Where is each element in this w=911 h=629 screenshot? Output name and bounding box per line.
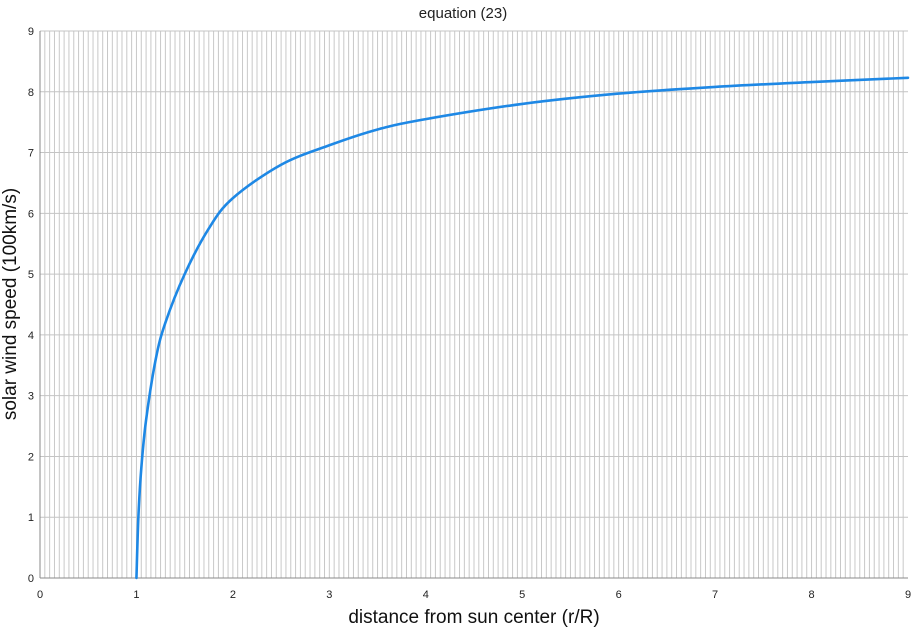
y-tick-label: 9 [28, 26, 34, 38]
x-tick-label: 8 [808, 589, 814, 601]
y-tick-label: 8 [28, 87, 34, 99]
series-group [135, 76, 910, 580]
minor-gridlines [44, 31, 904, 578]
x-tick-labels: 0 1 2 3 4 5 6 7 8 9 [37, 589, 911, 601]
series-line [135, 76, 910, 580]
y-tick-label: 2 [28, 451, 34, 463]
y-tick-label: 5 [28, 269, 34, 281]
minor-vertical-gridlines [44, 31, 904, 578]
x-tick-label: 2 [230, 589, 236, 601]
axes [39, 31, 908, 579]
y-tick-label: 3 [28, 391, 34, 403]
x-tick-label: 7 [712, 589, 718, 601]
x-tick-label: 5 [519, 589, 525, 601]
y-axis-label: solar wind speed (100km/s) [0, 188, 21, 420]
x-tick-label: 1 [133, 589, 139, 601]
x-axis-label: distance from sun center (r/R) [348, 607, 599, 628]
y-tick-label: 6 [28, 208, 34, 220]
y-tick-label: 1 [28, 512, 34, 524]
x-tick-label: 9 [905, 589, 911, 601]
y-tick-labels: 0 1 2 3 4 5 6 7 8 9 [28, 26, 34, 585]
x-tick-label: 3 [326, 589, 332, 601]
x-tick-label: 0 [37, 589, 43, 601]
chart-title: equation (23) [419, 5, 507, 22]
y-tick-label: 0 [28, 573, 34, 585]
y-tick-label: 4 [28, 330, 34, 342]
x-tick-label: 6 [616, 589, 622, 601]
x-tick-label: 4 [423, 589, 429, 601]
y-tick-label: 7 [28, 148, 34, 160]
